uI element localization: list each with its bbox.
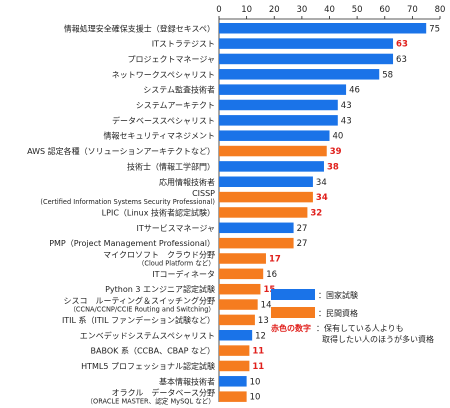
legend-swatch-national — [271, 289, 315, 300]
legend-highlight-text-2: 取得したい人のほうが多い資格 — [322, 334, 434, 344]
bar-value-label: 34 — [316, 193, 328, 203]
bar — [219, 283, 261, 295]
bar-value-label: 11 — [252, 347, 264, 357]
category-label: PMP（Project Management Professional） — [49, 239, 215, 248]
bar-value-label: 17 — [269, 255, 281, 265]
bar — [219, 207, 308, 218]
x-tick-label: 60 — [379, 5, 390, 15]
bar-value-label: 10 — [250, 377, 261, 387]
x-tick-label: 80 — [435, 5, 446, 15]
x-tick-label: 50 — [352, 5, 363, 15]
bar — [219, 115, 338, 126]
bar-value-label: 11 — [252, 362, 264, 372]
bar-value-label: 43 — [341, 101, 352, 111]
bar — [219, 53, 394, 65]
bar — [219, 191, 313, 203]
bar-series: 7563635846434340393834343227271716151413… — [219, 23, 440, 403]
x-tick-label: 30 — [296, 5, 307, 15]
bar — [219, 253, 266, 264]
bar — [219, 360, 250, 372]
category-label: ITサービスマネージャ — [137, 224, 215, 233]
legend-highlight-key: 赤色の数字 — [271, 323, 311, 333]
bar — [219, 161, 324, 172]
bar-value-label: 63 — [396, 40, 408, 50]
bar — [219, 23, 427, 34]
bar — [219, 345, 250, 356]
bar-value-label: 75 — [429, 24, 440, 34]
bar-value-label: 39 — [330, 147, 342, 157]
category-label: エンベデッドシステムスペシャリスト — [80, 330, 215, 340]
x-tick-label: 20 — [269, 5, 280, 15]
bar-value-label: 15 — [263, 285, 275, 295]
bar-value-label: 10 — [250, 393, 261, 403]
legend-highlight-text-1: ：保有している人よりも — [316, 323, 404, 333]
category-label: ITストラテジスト — [152, 40, 215, 49]
bar — [219, 99, 338, 111]
category-label-subline: （ORACLE MASTER、認定 MySQL など） — [86, 397, 215, 406]
bar — [219, 84, 347, 95]
bar — [219, 130, 330, 141]
bar-value-label: 14 — [261, 301, 272, 311]
bar-value-label: 38 — [327, 162, 339, 172]
category-label: LPIC（Linux 技術者認定試験） — [102, 207, 215, 217]
bar — [219, 38, 394, 49]
bar-value-label: 63 — [396, 55, 407, 65]
bar — [219, 237, 294, 249]
category-label: AWS 認定各種（ソリューションアーキテクトなど） — [27, 146, 215, 156]
category-label: マイクロソフト クラウド分野 — [103, 251, 215, 260]
x-tick-label: 70 — [407, 5, 418, 15]
bar-value-label: 27 — [297, 239, 308, 249]
category-label: システムアーキテクト — [136, 101, 215, 110]
bar-value-label: 12 — [255, 331, 266, 341]
category-label: シスコ ルーティング＆スイッチング分野 — [63, 296, 215, 306]
bar-value-label: 34 — [316, 178, 327, 188]
bar-value-label: 13 — [258, 316, 269, 326]
category-label: 情報処理安全確保支援士（登録セキスペ） — [64, 23, 215, 33]
bar — [219, 376, 247, 387]
category-label: データベーススペシャリスト — [112, 115, 215, 125]
legend-national-label: ：国家試験 — [318, 290, 358, 300]
bar — [219, 145, 327, 157]
legend-private-label: ：民間資格 — [318, 308, 358, 318]
category-label: ITコーディネータ — [152, 269, 215, 279]
category-label-subline: （Cloud Platform など） — [138, 260, 215, 268]
bar-value-label: 32 — [310, 208, 322, 218]
bar — [219, 222, 294, 234]
bar-value-label: 58 — [382, 70, 393, 80]
category-label: HTML5 プロフェッショナル認定試験 — [81, 361, 215, 371]
category-label-subline: (Certified Information Systems Security … — [40, 198, 215, 206]
bar-value-label: 46 — [349, 86, 360, 96]
bar — [219, 330, 253, 341]
category-label: 技術士（情報工学部門） — [127, 161, 215, 171]
bar-value-label: 16 — [266, 270, 277, 280]
category-label: 基本情報技術者 — [159, 376, 215, 386]
x-tick-label: 0 — [216, 5, 221, 15]
category-label: プロジェクトマネージャ — [128, 55, 215, 64]
x-tick-label: 10 — [241, 5, 252, 15]
legend-swatch-private — [271, 307, 315, 318]
category-label: ネットワークスペシャリスト — [112, 70, 215, 79]
category-label: Python 3 エンジニア認定試験 — [105, 284, 215, 294]
bar — [219, 391, 247, 402]
bar — [219, 176, 313, 187]
category-label: システム監査技術者 — [143, 85, 215, 95]
category-labels: 情報処理安全確保支援士（登録セキスペ） ITストラテジストプロジェクトマネージャネ… — [27, 23, 215, 405]
category-label: CISSP — [192, 189, 215, 198]
category-label: オラクル データベース分野 — [112, 388, 215, 398]
bar-value-label: 43 — [341, 116, 352, 126]
bar-value-label: 27 — [297, 224, 308, 234]
category-label: 応用情報技術者 — [159, 177, 215, 187]
category-label: BABOK 系（CCBA、CBAP など） — [91, 346, 215, 356]
bar — [219, 69, 380, 80]
category-label: 情報セキュリティマネジメント — [103, 131, 215, 141]
bar — [219, 314, 255, 326]
x-tick-label: 40 — [324, 5, 335, 15]
bar — [219, 268, 264, 280]
legend: ：国家試験 ：民間資格 赤色の数字 ：保有している人よりも 取得したい人のほうが… — [271, 289, 434, 344]
category-label-subline: （CCNA/CCNP/CCIE Routing and Switching） — [69, 306, 215, 314]
bar — [219, 299, 258, 310]
category-label: ITIL 系（ITIL ファンデーション試験など） — [62, 315, 215, 325]
bar-value-label: 40 — [333, 132, 344, 142]
